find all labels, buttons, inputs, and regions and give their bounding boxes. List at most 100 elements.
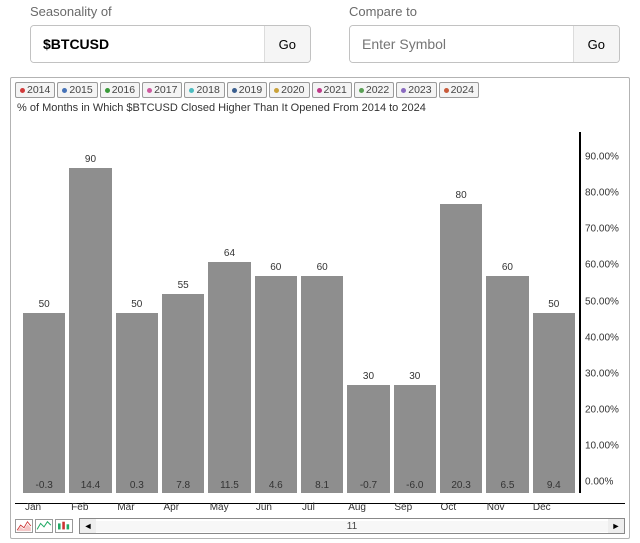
footer-bar: ◄ 11 ► xyxy=(15,518,625,534)
year-tab-label: 2024 xyxy=(451,84,474,96)
year-dot-icon xyxy=(62,88,67,93)
year-tab-label: 2020 xyxy=(281,84,304,96)
year-tab-label: 2014 xyxy=(27,84,50,96)
bar-value-label: 50 xyxy=(116,299,158,310)
year-tab-label: 2015 xyxy=(69,84,92,96)
bar-col-feb: 9014.4 xyxy=(69,132,111,493)
year-tabs: 2014 2015 2016 2017 2018 2019 2020 20212022 2023… xyxy=(15,82,625,98)
y-tick: 30.00% xyxy=(585,368,619,379)
bar-value-label: 60 xyxy=(301,262,343,273)
bar-value-label: 30 xyxy=(394,371,436,382)
year-dot-icon xyxy=(401,88,406,93)
scroll-left-button[interactable]: ◄ xyxy=(80,519,96,533)
scroll-track: ◄ 11 ► xyxy=(79,518,625,534)
bar-may[interactable]: 6411.5 xyxy=(208,262,250,493)
bar-col-mar: 500.3 xyxy=(116,132,158,493)
bar-feb[interactable]: 9014.4 xyxy=(69,168,111,493)
year-dot-icon xyxy=(317,88,322,93)
seasonality-input-box: Go xyxy=(30,25,311,63)
year-tab-2018[interactable]: 2018 xyxy=(184,82,224,98)
bar-col-apr: 557.8 xyxy=(162,132,204,493)
year-tab-label: 2018 xyxy=(196,84,219,96)
year-tab-label: 2019 xyxy=(239,84,262,96)
bar-value-label: 60 xyxy=(486,262,528,273)
x-tick-feb: Feb xyxy=(69,502,115,513)
line-thumb[interactable] xyxy=(35,519,53,533)
year-tab-2022[interactable]: 2022 xyxy=(354,82,394,98)
year-dot-icon xyxy=(20,88,25,93)
bar-value-label: 50 xyxy=(23,299,65,310)
bar-bottom-label: -6.0 xyxy=(394,480,436,491)
x-tick-jun: Jun xyxy=(254,502,300,513)
candle-thumb[interactable] xyxy=(55,519,73,533)
year-dot-icon xyxy=(274,88,279,93)
y-tick: 40.00% xyxy=(585,332,619,343)
bar-value-label: 60 xyxy=(255,262,297,273)
bar-col-oct: 8020.3 xyxy=(440,132,482,493)
y-tick: 90.00% xyxy=(585,152,619,163)
bar-value-label: 64 xyxy=(208,248,250,259)
seasonality-go-button[interactable]: Go xyxy=(264,26,310,62)
x-axis: JanFebMarAprMayJunJulAugSepOctNovDec xyxy=(19,502,581,513)
scroll-value[interactable]: 11 xyxy=(96,521,608,532)
year-tab-2017[interactable]: 2017 xyxy=(142,82,182,98)
bar-jun[interactable]: 604.6 xyxy=(255,276,297,493)
bar-bottom-label: 4.6 xyxy=(255,480,297,491)
seasonality-input[interactable] xyxy=(31,26,264,62)
bar-mar[interactable]: 500.3 xyxy=(116,313,158,494)
compare-input[interactable] xyxy=(350,26,573,62)
year-tab-2016[interactable]: 2016 xyxy=(100,82,140,98)
x-tick-mar: Mar xyxy=(115,502,161,513)
bar-bottom-label: -0.7 xyxy=(347,480,389,491)
x-tick-jan: Jan xyxy=(23,502,69,513)
bar-bottom-label: 14.4 xyxy=(69,480,111,491)
bar-col-jan: 50 -0.3 xyxy=(23,132,65,493)
year-tab-2015[interactable]: 2015 xyxy=(57,82,97,98)
chart-style-thumbs xyxy=(15,519,73,533)
area-thumb[interactable] xyxy=(15,519,33,533)
y-tick: 80.00% xyxy=(585,188,619,199)
bar-col-jul: 608.1 xyxy=(301,132,343,493)
x-tick-jul: Jul xyxy=(300,502,346,513)
year-dot-icon xyxy=(232,88,237,93)
year-tab-2020[interactable]: 2020 xyxy=(269,82,309,98)
x-tick-aug: Aug xyxy=(346,502,392,513)
x-tick-sep: Sep xyxy=(392,502,438,513)
y-tick: 50.00% xyxy=(585,296,619,307)
year-tab-2014[interactable]: 2014 xyxy=(15,82,55,98)
y-axis: 90.00%80.00%70.00%60.00%50.00%40.00%30.0… xyxy=(581,132,625,493)
year-tab-2023[interactable]: 2023 xyxy=(396,82,436,98)
x-tick-apr: Apr xyxy=(162,502,208,513)
bar-bottom-label: 20.3 xyxy=(440,480,482,491)
scroll-right-button[interactable]: ► xyxy=(608,519,624,533)
bar-sep[interactable]: 30-6.0 xyxy=(394,385,436,493)
bar-value-label: 30 xyxy=(347,371,389,382)
bar-jan[interactable]: 50-0.3 xyxy=(23,313,65,494)
bar-oct[interactable]: 8020.3 xyxy=(440,204,482,493)
bar-dec[interactable]: 509.4 xyxy=(533,313,575,494)
bar-apr[interactable]: 557.8 xyxy=(162,294,204,493)
bar-bottom-label: 0.3 xyxy=(116,480,158,491)
bar-bottom-label: 8.1 xyxy=(301,480,343,491)
bar-col-nov: 606.5 xyxy=(486,132,528,493)
bar-nov[interactable]: 606.5 xyxy=(486,276,528,493)
plot-area: 50-0.39014.4500.3557.86411.5604.6608.130… xyxy=(19,132,581,493)
bar-jul[interactable]: 608.1 xyxy=(301,276,343,493)
year-dot-icon xyxy=(359,88,364,93)
compare-label: Compare to xyxy=(349,4,630,19)
chart-panel: 2014 2015 2016 2017 2018 2019 2020 20212022 2023… xyxy=(10,77,630,539)
year-dot-icon xyxy=(147,88,152,93)
bar-bottom-label: -0.3 xyxy=(23,480,65,491)
inputs-row: Seasonality of Go Compare to Go xyxy=(10,4,630,63)
bar-aug[interactable]: 30-0.7 xyxy=(347,385,389,493)
year-tab-2019[interactable]: 2019 xyxy=(227,82,267,98)
x-tick-oct: Oct xyxy=(439,502,485,513)
compare-go-button[interactable]: Go xyxy=(573,26,619,62)
year-tab-2024[interactable]: 2024 xyxy=(439,82,479,98)
y-tick: 0.00% xyxy=(585,477,613,488)
year-tab-label: 2023 xyxy=(408,84,431,96)
year-tab-label: 2017 xyxy=(154,84,177,96)
bar-value-label: 55 xyxy=(162,280,204,291)
year-dot-icon xyxy=(189,88,194,93)
year-tab-2021[interactable]: 2021 xyxy=(312,82,352,98)
